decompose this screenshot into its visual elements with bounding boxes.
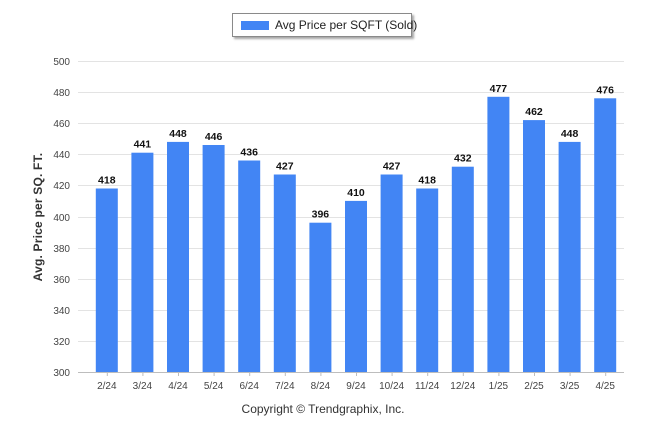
x-tick-label: 3/25 xyxy=(560,381,580,392)
x-tick-label: 9/24 xyxy=(346,381,366,392)
bar xyxy=(380,174,403,372)
data-label: 446 xyxy=(205,131,223,143)
x-tick-label: 5/24 xyxy=(204,381,224,392)
x-tick-label: 4/24 xyxy=(168,381,188,392)
x-tick-label: 7/24 xyxy=(275,381,295,392)
y-tick-label: 460 xyxy=(53,119,70,130)
data-label: 396 xyxy=(312,209,330,221)
bar xyxy=(416,188,439,372)
x-tick-label: 2/24 xyxy=(97,381,117,392)
data-label: 477 xyxy=(490,83,508,95)
data-label: 448 xyxy=(169,128,187,140)
y-tick-label: 360 xyxy=(53,275,70,286)
data-label: 432 xyxy=(454,153,472,165)
x-tick-label: 6/24 xyxy=(239,381,259,392)
data-label: 418 xyxy=(418,175,436,187)
data-label: 410 xyxy=(347,187,365,199)
bar xyxy=(594,98,617,373)
legend: Avg Price per SQFT (Sold) xyxy=(232,13,417,37)
data-label: 441 xyxy=(134,139,152,151)
x-tick-label: 12/24 xyxy=(450,381,475,392)
x-tick-label: 8/24 xyxy=(311,381,331,392)
bar xyxy=(309,222,332,372)
y-tick-label: 400 xyxy=(53,213,70,224)
bar xyxy=(238,160,261,372)
y-tick-label: 340 xyxy=(53,306,70,317)
data-label: 418 xyxy=(98,175,116,187)
bar xyxy=(131,152,154,372)
data-label: 436 xyxy=(240,147,258,159)
y-tick-label: 500 xyxy=(53,57,70,68)
x-tick-label: 2/25 xyxy=(524,381,544,392)
bar xyxy=(167,141,189,372)
copyright-footer: Copyright © Trendgraphix, Inc. xyxy=(241,402,405,416)
data-label: 462 xyxy=(525,106,543,118)
data-label: 476 xyxy=(596,84,614,96)
bar xyxy=(95,188,118,372)
bar xyxy=(202,145,225,372)
y-tick-label: 380 xyxy=(53,244,70,255)
bar xyxy=(345,200,367,372)
x-tick-label: 11/24 xyxy=(415,381,440,392)
data-label: 448 xyxy=(561,128,579,140)
y-tick-label: 440 xyxy=(53,150,70,161)
legend-swatch xyxy=(241,21,269,30)
legend-label: Avg Price per SQFT (Sold) xyxy=(275,18,418,32)
y-tick-label: 420 xyxy=(53,181,70,192)
bar xyxy=(451,166,474,372)
bar xyxy=(523,120,545,372)
data-label: 427 xyxy=(383,161,401,173)
y-tick-label: 300 xyxy=(53,368,70,379)
x-tick-label: 1/25 xyxy=(489,381,509,392)
x-tick-label: 10/24 xyxy=(379,381,404,392)
bar xyxy=(273,174,296,372)
y-tick-label: 320 xyxy=(53,337,70,348)
bar xyxy=(558,141,581,372)
x-tick-label: 3/24 xyxy=(133,381,153,392)
y-tick-label: 480 xyxy=(53,88,70,99)
data-label: 427 xyxy=(276,161,294,173)
x-tick-label: 4/25 xyxy=(595,381,615,392)
bar xyxy=(487,96,510,373)
